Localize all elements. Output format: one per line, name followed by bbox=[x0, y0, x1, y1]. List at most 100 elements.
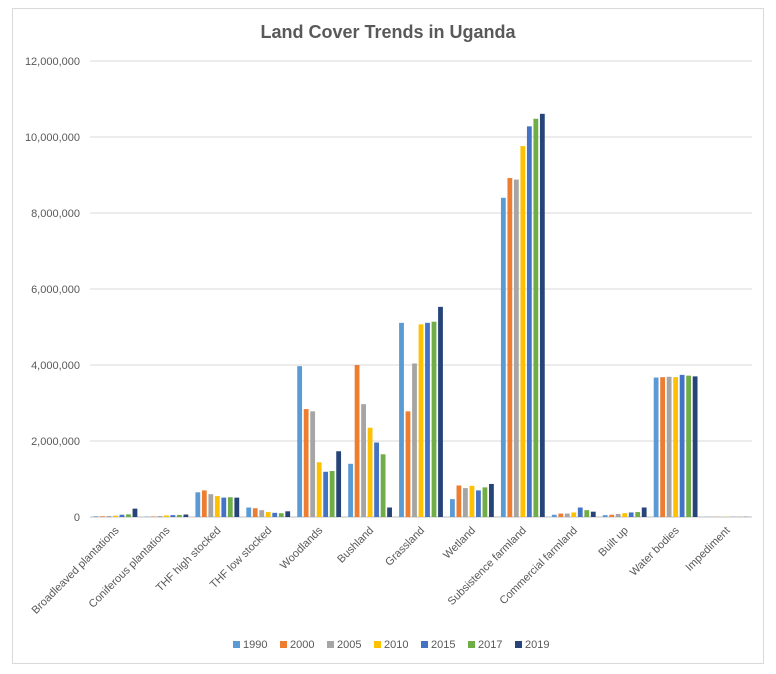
bar-2005 bbox=[208, 494, 214, 517]
x-tick-label: Water bodies bbox=[628, 524, 682, 578]
bar-2005 bbox=[310, 411, 316, 517]
legend: 1990 2000 2005 2010 2015 2017 2019 bbox=[233, 639, 549, 651]
bar-2010 bbox=[367, 427, 373, 517]
legend-swatch-2005 bbox=[327, 641, 334, 648]
x-tick-label: Wetland bbox=[441, 525, 478, 562]
bar-2019 bbox=[539, 113, 545, 517]
bar-2019 bbox=[336, 451, 342, 517]
bar-2005 bbox=[259, 510, 265, 517]
bar-1990 bbox=[450, 499, 455, 517]
legend-label-2015: 2015 bbox=[431, 639, 455, 651]
legend-label-2017: 2017 bbox=[478, 639, 502, 651]
legend-swatch-2015 bbox=[421, 641, 428, 648]
x-tick-label: Broadleaved plantations bbox=[30, 524, 122, 616]
bar-1990 bbox=[246, 507, 252, 517]
bar-2005 bbox=[615, 513, 621, 517]
bar-2017 bbox=[482, 487, 488, 517]
bar-2019 bbox=[489, 483, 494, 517]
bar-2005 bbox=[157, 516, 163, 517]
bars bbox=[93, 113, 749, 518]
bar-2015 bbox=[272, 512, 278, 517]
bar-2010 bbox=[163, 515, 169, 517]
bar-2010 bbox=[571, 512, 577, 517]
bar-2010 bbox=[520, 146, 526, 517]
bar-2019 bbox=[234, 497, 240, 517]
y-tick-label: 12,000,000 bbox=[25, 56, 80, 68]
bar-2019 bbox=[387, 507, 392, 517]
bar-2017 bbox=[431, 321, 437, 517]
bar-2017 bbox=[686, 375, 692, 517]
bar-2000 bbox=[100, 516, 105, 517]
y-tick-label: 4,000,000 bbox=[31, 360, 80, 372]
bar-2017 bbox=[126, 514, 131, 517]
x-tick-label: Impediment bbox=[684, 525, 733, 574]
y-tick-label: 6,000,000 bbox=[31, 284, 80, 296]
bar-2005 bbox=[106, 516, 112, 517]
bar-1990 bbox=[348, 463, 353, 517]
chart-title: Land Cover Trends in Uganda bbox=[260, 22, 516, 42]
x-tick-label: Bushland bbox=[335, 525, 376, 566]
bar-2015 bbox=[119, 514, 125, 517]
bar-2000 bbox=[252, 508, 258, 517]
bar-1990 bbox=[602, 515, 608, 517]
bar-2000 bbox=[354, 365, 360, 517]
bar-2015 bbox=[170, 515, 176, 517]
bar-2015 bbox=[323, 471, 329, 517]
x-tick-label: Woodlands bbox=[278, 524, 326, 572]
bar-2017 bbox=[533, 118, 539, 517]
bar-2017 bbox=[635, 512, 641, 517]
bar-2000 bbox=[558, 513, 564, 517]
bar-2015 bbox=[577, 507, 583, 517]
bar-2000 bbox=[303, 409, 309, 517]
bar-2010 bbox=[265, 512, 271, 517]
y-tick-label: 0 bbox=[74, 512, 80, 524]
bar-2010 bbox=[113, 515, 118, 517]
bar-2000 bbox=[150, 516, 156, 517]
legend-label-2000: 2000 bbox=[290, 639, 314, 651]
bar-2015 bbox=[221, 497, 227, 517]
bar-2005 bbox=[361, 404, 366, 517]
y-tick-label: 8,000,000 bbox=[31, 208, 80, 220]
bar-2015 bbox=[679, 374, 685, 517]
gridlines bbox=[90, 60, 752, 518]
bar-2017 bbox=[329, 471, 335, 517]
y-tick-label: 10,000,000 bbox=[25, 132, 80, 144]
bar-2019 bbox=[132, 508, 138, 517]
bar-2010 bbox=[673, 377, 679, 517]
bar-2000 bbox=[660, 377, 666, 517]
legend-swatch-2010 bbox=[374, 641, 381, 648]
legend-swatch-1990 bbox=[233, 641, 240, 648]
bar-2015 bbox=[425, 322, 430, 517]
chart-frame bbox=[12, 8, 764, 664]
x-tick-label: Grassland bbox=[383, 525, 427, 569]
legend-swatch-2017 bbox=[468, 641, 475, 648]
bar-1990 bbox=[653, 377, 659, 517]
bar-2000 bbox=[507, 178, 513, 518]
bar-2005 bbox=[513, 179, 519, 517]
bar-2005 bbox=[666, 376, 672, 517]
bar-2005 bbox=[463, 488, 468, 517]
bar-2017 bbox=[176, 514, 182, 517]
legend-label-1990: 1990 bbox=[243, 639, 267, 651]
bar-1990 bbox=[500, 197, 506, 518]
bar-2017 bbox=[584, 510, 590, 517]
bar-2010 bbox=[418, 324, 424, 517]
bar-2019 bbox=[285, 511, 291, 517]
bar-2010 bbox=[469, 485, 475, 517]
bar-2005 bbox=[412, 363, 417, 517]
bar-2015 bbox=[374, 442, 379, 517]
bar-2010 bbox=[622, 513, 628, 517]
y-tick-label: 2,000,000 bbox=[31, 436, 80, 448]
bar-2019 bbox=[183, 514, 189, 517]
legend-swatch-2019 bbox=[515, 641, 522, 648]
bar-2005 bbox=[564, 513, 570, 517]
bar-2015 bbox=[628, 512, 634, 517]
bar-2017 bbox=[278, 513, 284, 517]
legend-label-2019: 2019 bbox=[525, 639, 549, 651]
bar-1990 bbox=[551, 514, 557, 517]
bar-1990 bbox=[297, 366, 303, 517]
bar-1990 bbox=[93, 516, 99, 517]
bar-2019 bbox=[641, 507, 647, 517]
